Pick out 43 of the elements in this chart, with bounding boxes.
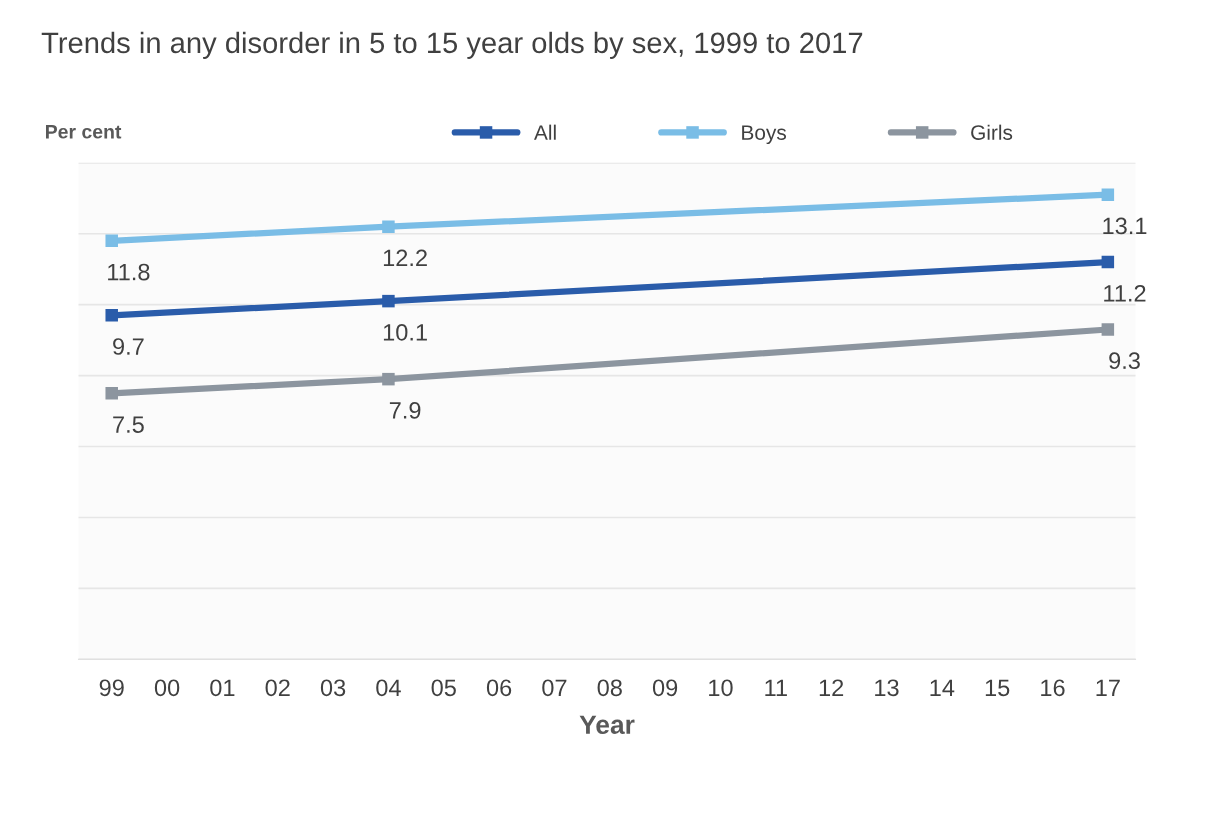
x-tick-label: 04	[376, 679, 401, 697]
x-axis-title: Year	[579, 715, 635, 735]
x-tick-label: 15	[985, 679, 1010, 697]
x-tick-label: 99	[99, 679, 124, 697]
x-tick-label: 12	[819, 679, 844, 696]
point	[105, 309, 118, 322]
x-tick-label: 08	[597, 679, 622, 697]
point	[382, 372, 395, 386]
data-label: 7.9	[389, 402, 421, 419]
x-tick-label: 01	[210, 679, 235, 697]
x-tick-label: 11	[765, 679, 787, 696]
y-axis-title: Per cent	[46, 125, 122, 139]
data-label: 13.1	[1103, 217, 1147, 235]
chart-title: Trends in any disorder in 5 to 15 year olds by sex, 1999 to 2017	[41, 31, 863, 59]
x-tick-label: 07	[542, 679, 567, 697]
point	[105, 387, 118, 400]
data-label: 9.3	[1109, 352, 1140, 370]
x-tick-label: 09	[652, 679, 678, 697]
data-label: 11.8	[108, 263, 150, 281]
point	[1101, 255, 1115, 269]
x-tick-label: 10	[709, 679, 733, 697]
data-label: 10.1	[383, 323, 427, 341]
data-label: 11.2	[1104, 284, 1146, 302]
x-tick-label: 16	[1041, 679, 1065, 697]
legend-label: Boys	[742, 125, 787, 145]
data-label: 9.7	[113, 338, 144, 355]
point	[382, 294, 395, 308]
x-tick-label: 00	[154, 679, 180, 697]
point	[382, 220, 395, 233]
legend-label: All	[534, 124, 556, 140]
x-tick-label: 02	[265, 679, 290, 697]
x-tick-label: 17	[1096, 679, 1120, 696]
point	[105, 234, 118, 248]
x-tick-label: 13	[875, 679, 899, 697]
x-tick-label: 06	[486, 679, 512, 697]
data-label: 12.2	[383, 249, 427, 266]
x-tick-label: 14	[930, 679, 955, 696]
x-tick-label: 03	[320, 679, 346, 697]
legend-label: Girls	[971, 124, 1013, 140]
x-tick-label: 05	[431, 679, 456, 697]
data-label: 7.5	[113, 416, 144, 433]
point	[1101, 188, 1115, 201]
point	[1101, 323, 1115, 336]
